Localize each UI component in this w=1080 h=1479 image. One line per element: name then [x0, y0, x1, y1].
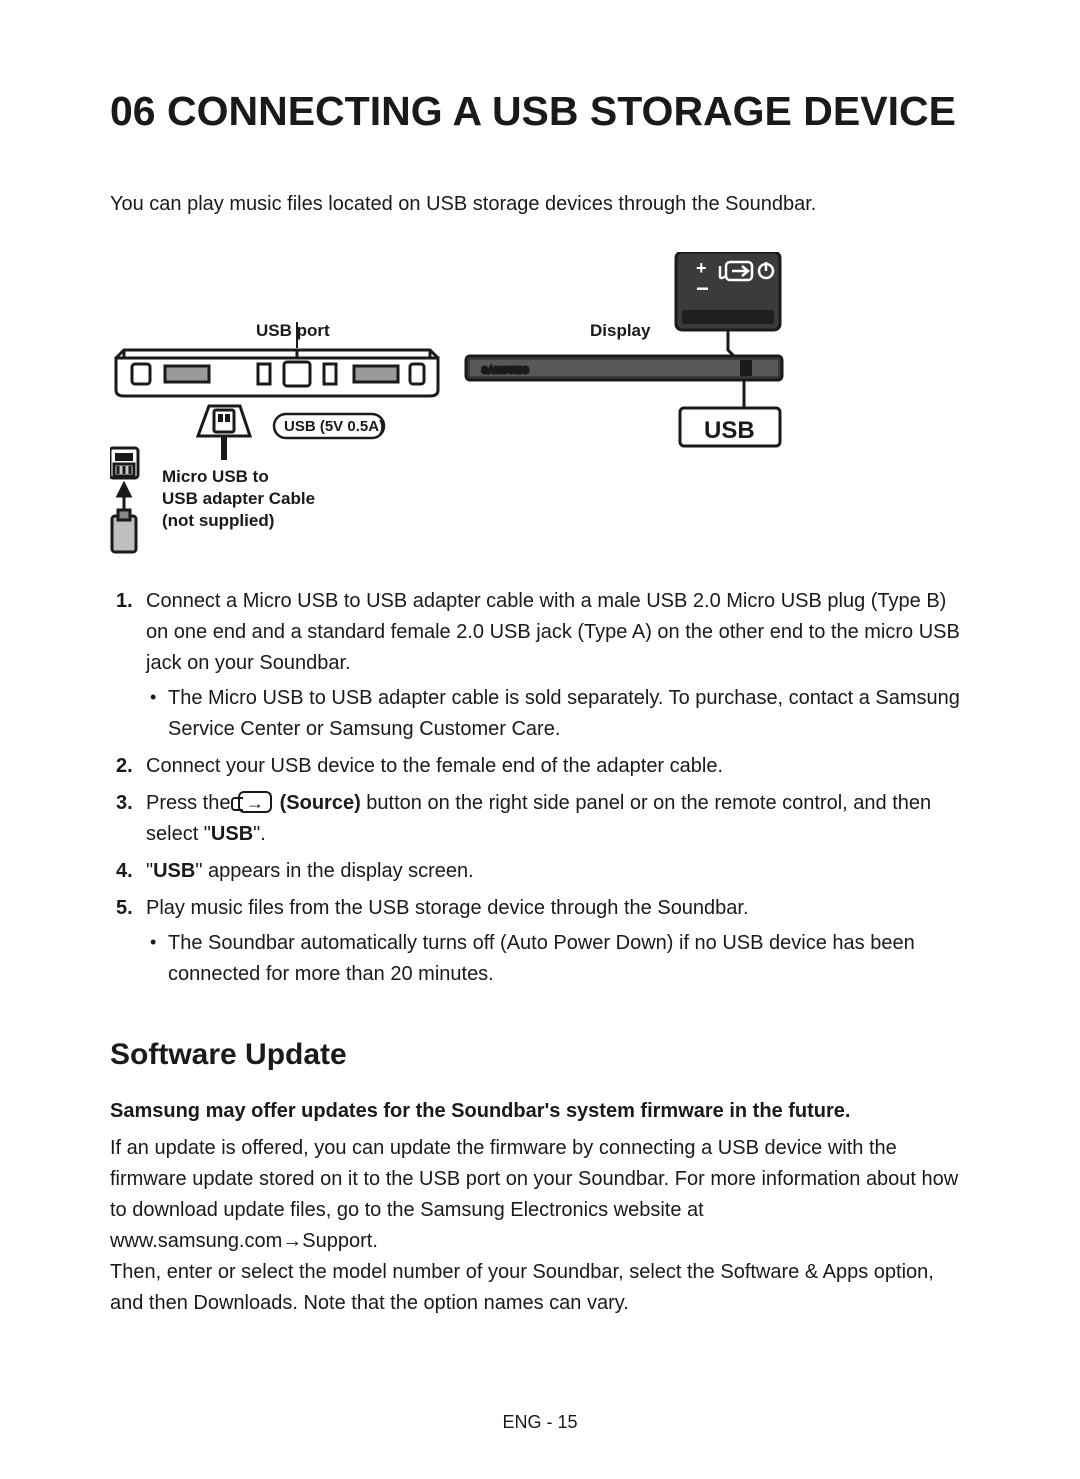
step-2: Connect your USB device to the female en… — [110, 751, 970, 782]
step-2-text: Connect your USB device to the female en… — [146, 755, 723, 777]
step-4: "USB" appears in the display screen. — [110, 856, 970, 887]
cable-label-3: (not supplied) — [162, 508, 274, 534]
software-update-body-2: Then, enter or select the model number o… — [110, 1257, 970, 1319]
step-3-source-bold: (Source) — [280, 792, 361, 814]
step-4-usb-bold: USB — [153, 860, 195, 882]
step-4-text-after: " appears in the display screen. — [195, 860, 473, 882]
step-5: Play music files from the USB storage de… — [110, 893, 970, 990]
steps-list: Connect a Micro USB to USB adapter cable… — [110, 586, 970, 990]
page-title: 06 CONNECTING A USB STORAGE DEVICE — [110, 80, 970, 144]
software-update-body-1: If an update is offered, you can update … — [110, 1133, 970, 1257]
usb-box-label: USB — [704, 412, 755, 449]
step-3: Press the (Source) button on the right s… — [110, 788, 970, 850]
page-footer: ENG - 15 — [110, 1409, 970, 1437]
display-label: Display — [590, 318, 650, 344]
software-update-strong: Samsung may offer updates for the Soundb… — [110, 1096, 970, 1127]
step-1-bullet-1: The Micro USB to USB adapter cable is so… — [146, 683, 970, 745]
step-5-bullet-1: The Soundbar automatically turns off (Au… — [146, 928, 970, 990]
step-3-usb-bold: USB — [211, 823, 253, 845]
step-1-text: Connect a Micro USB to USB adapter cable… — [146, 590, 960, 674]
step-3-text-before: Press the — [146, 792, 236, 814]
step-1: Connect a Micro USB to USB adapter cable… — [110, 586, 970, 745]
step-5-text: Play music files from the USB storage de… — [146, 897, 749, 919]
software-update-heading: Software Update — [110, 1032, 970, 1079]
connection-diagram: + − SAMSUNG USB po — [110, 252, 970, 562]
svg-text:+: + — [696, 258, 707, 278]
step-3-tail: ". — [253, 823, 266, 845]
svg-text:SAMSUNG: SAMSUNG — [482, 366, 529, 375]
usb-spec-label: USB (5V 0.5A) — [284, 415, 384, 438]
svg-text:−: − — [696, 276, 709, 301]
intro-text: You can play music files located on USB … — [110, 189, 970, 220]
usb-port-label: USB port — [256, 318, 330, 344]
source-icon — [238, 791, 272, 813]
